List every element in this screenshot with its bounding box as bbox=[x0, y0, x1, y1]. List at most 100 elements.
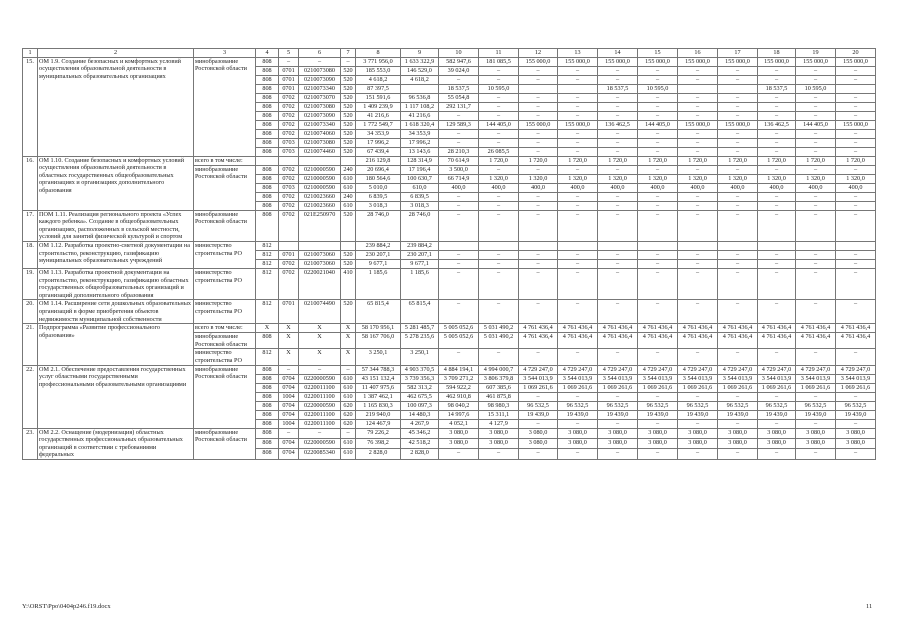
value-cell: 181 085,5 bbox=[478, 56, 519, 67]
value-cell: – bbox=[438, 299, 479, 325]
value-cell: – bbox=[518, 418, 558, 429]
value-cell: – bbox=[795, 391, 836, 402]
value-cell: – bbox=[478, 448, 519, 460]
value-cell: 11 407 975,6 bbox=[355, 382, 401, 393]
value-cell: 17 996,2 bbox=[400, 137, 439, 148]
value-cell: – bbox=[637, 200, 678, 211]
value-cell: – bbox=[637, 267, 678, 301]
value-cell: – bbox=[478, 101, 519, 112]
table-row: 808 0702 0210073080 520 1 409 239,9 1 117 108… bbox=[23, 101, 876, 112]
value-cell: 0210073090 bbox=[298, 74, 341, 85]
value-cell: 808 bbox=[255, 137, 279, 148]
value-cell: – bbox=[597, 299, 638, 325]
value-cell: 19 439,0 bbox=[637, 409, 678, 420]
value-cell: – bbox=[637, 137, 678, 148]
table-row: 22. ОМ 2.1. Обеспечение предоставления го… bbox=[22, 364, 876, 429]
value-cell: – bbox=[340, 364, 356, 375]
value-cell: – bbox=[717, 137, 758, 148]
table-row: 808 0701 0210073340 520 87 397,5 18 537,5 10 5… bbox=[23, 83, 876, 94]
value-cell: – bbox=[597, 92, 638, 103]
value-cell: 3 080,0 bbox=[757, 437, 796, 450]
table-row: министерство строительства РО 812 X X X 3 250… bbox=[23, 348, 876, 366]
value-cell: 4 761 436,4 bbox=[557, 332, 598, 350]
value-cell: – bbox=[478, 137, 519, 148]
value-cell: 1 185,6 bbox=[400, 267, 439, 301]
value-cell: 0702 bbox=[278, 119, 299, 130]
executor: минобразование Ростовской области bbox=[193, 164, 256, 211]
value-cell: 812 bbox=[255, 249, 279, 260]
value-cell: – bbox=[637, 101, 678, 112]
value-cell: 1 320,0 bbox=[835, 173, 876, 184]
executor: минобразование Ростовской области bbox=[193, 364, 256, 429]
value-cell: – bbox=[597, 267, 638, 301]
value-cell: X bbox=[298, 348, 341, 366]
value-cell: – bbox=[557, 128, 598, 139]
value-cell: – bbox=[677, 448, 718, 460]
executor: министерство строительства РО bbox=[193, 299, 256, 325]
value-cell: 3 018,3 bbox=[400, 200, 439, 211]
value-cell: – bbox=[637, 348, 678, 366]
column-number-header: 14 bbox=[597, 48, 638, 58]
value-cell: 144 405,0 bbox=[478, 119, 519, 130]
value-cell: – bbox=[717, 164, 758, 175]
value-cell: – bbox=[557, 267, 598, 301]
value-cell: – bbox=[717, 299, 758, 325]
file-path: Y:\ORST\Ppo\0404p246.f19.docx bbox=[22, 603, 111, 610]
value-cell: 19 439,0 bbox=[835, 409, 876, 420]
value-cell: 3 080,0 bbox=[438, 427, 479, 439]
value-cell: 3 080,0 bbox=[637, 427, 678, 439]
value-cell: 17 996,2 bbox=[355, 137, 401, 148]
value-cell: 620 bbox=[340, 418, 356, 429]
value-cell: 808 bbox=[255, 332, 279, 350]
value-cell: – bbox=[557, 200, 598, 211]
value-cell: – bbox=[278, 364, 299, 375]
value-cell: 610 bbox=[340, 437, 356, 450]
value-cell: – bbox=[835, 200, 876, 211]
value-cell: – bbox=[340, 427, 356, 439]
value-cell: 0210023660 bbox=[298, 200, 341, 211]
value-cell: 1 069 261,6 bbox=[795, 382, 836, 393]
value-cell: 520 bbox=[340, 74, 356, 85]
value-cell: 808 bbox=[255, 418, 279, 429]
value-cell: 0220000590 bbox=[298, 437, 341, 450]
value-cell: 180 564,6 bbox=[355, 173, 401, 184]
value-cell: 1 720,0 bbox=[677, 155, 718, 166]
value-cell: 4 761 436,4 bbox=[677, 332, 718, 350]
value-cell: 1004 bbox=[278, 418, 299, 429]
value-cell: 808 bbox=[255, 200, 279, 211]
value-cell: – bbox=[757, 418, 796, 429]
value-cell: 136 462,5 bbox=[757, 119, 796, 130]
value-cell: 34 353,9 bbox=[400, 128, 439, 139]
value-cell: 96 532,5 bbox=[835, 400, 876, 411]
value-cell: 10 595,0 bbox=[478, 83, 519, 94]
value-cell bbox=[677, 240, 718, 251]
value-cell: 3 080,0 bbox=[795, 437, 836, 450]
value-cell: 400,0 bbox=[757, 182, 796, 193]
value-cell: X bbox=[340, 348, 356, 366]
value-cell: 4 729 247,0 bbox=[835, 364, 876, 375]
value-cell: – bbox=[298, 364, 341, 375]
value-cell: – bbox=[597, 391, 638, 402]
value-cell: 155 000,0 bbox=[557, 56, 598, 67]
value-cell: – bbox=[518, 92, 558, 103]
value-cell: 20 696,4 bbox=[355, 164, 401, 175]
value-cell: – bbox=[835, 65, 876, 76]
value-cell: 4 729 247,0 bbox=[795, 364, 836, 375]
value-cell: 151 591,6 bbox=[355, 92, 401, 103]
value-cell: 520 bbox=[340, 65, 356, 76]
value-cell: 128 314,9 bbox=[400, 155, 439, 166]
value-cell: 5 005 052,6 bbox=[438, 332, 479, 350]
value-cell: 1 409 239,9 bbox=[355, 101, 401, 112]
column-number-header: 9 bbox=[400, 48, 439, 58]
value-cell bbox=[557, 83, 598, 94]
value-cell: 155 000,0 bbox=[677, 56, 718, 67]
value-cell: 3 544 013,9 bbox=[795, 373, 836, 384]
value-cell: – bbox=[717, 258, 758, 269]
value-cell: – bbox=[557, 191, 598, 202]
value-cell bbox=[298, 240, 341, 251]
value-cell: 0702 bbox=[278, 267, 299, 301]
value-cell: 808 bbox=[255, 83, 279, 94]
value-cell: 0704 bbox=[278, 373, 299, 384]
row-number: 20. bbox=[22, 299, 38, 325]
value-cell: 155 000,0 bbox=[795, 56, 836, 67]
